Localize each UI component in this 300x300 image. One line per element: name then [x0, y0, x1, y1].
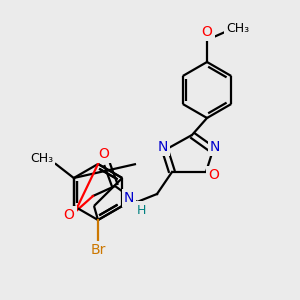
Text: N: N — [210, 140, 220, 154]
Text: CH₃: CH₃ — [30, 152, 53, 166]
Text: CH₃: CH₃ — [226, 22, 250, 34]
Text: N: N — [124, 191, 134, 205]
Text: H: H — [136, 203, 146, 217]
Text: O: O — [202, 25, 212, 39]
Text: O: O — [99, 147, 110, 161]
Text: O: O — [64, 208, 74, 222]
Text: N: N — [158, 140, 168, 154]
Text: O: O — [208, 168, 219, 182]
Text: Br: Br — [90, 243, 106, 257]
